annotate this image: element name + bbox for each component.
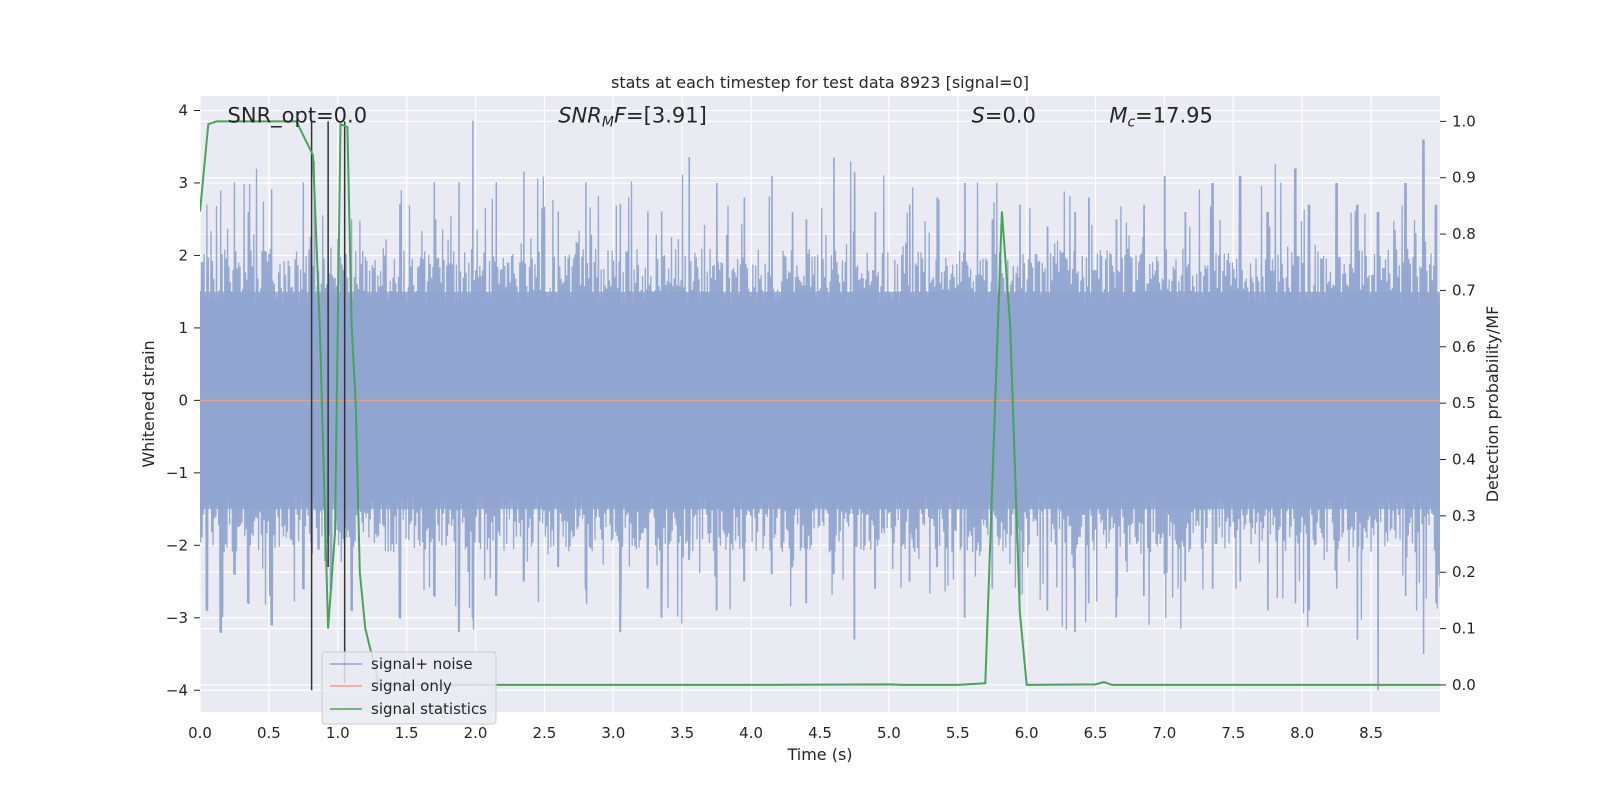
y-left-tick-label: 0 [178,391,188,409]
x-tick-label: 6.0 [1015,724,1039,742]
y-right-axis-label: Detection probability/MF [1483,306,1502,503]
y-left-tick-label: −3 [166,609,188,627]
x-tick-label: 0.0 [188,724,212,742]
legend-box [321,651,497,725]
x-tick-label: 3.0 [601,724,625,742]
y-right-tick-label: 0.1 [1452,620,1476,638]
x-tick-label: 5.0 [877,724,901,742]
legend-label-signal-noise: signal+ noise [371,655,473,673]
x-tick-label: 6.5 [1084,724,1108,742]
x-tick-label: 2.5 [533,724,557,742]
x-tick-label: 1.5 [395,724,419,742]
y-left-tick-label: 1 [178,319,188,337]
y-left-tick-label: 4 [178,101,188,119]
x-tick-label: 7.0 [1153,724,1177,742]
y-left-tick-label: 3 [178,174,188,192]
y-right-tick-label: 0.4 [1452,451,1476,469]
y-left-tick-label: 2 [178,246,188,264]
x-tick-label: 4.5 [808,724,832,742]
y-right-tick-label: 1.0 [1452,112,1476,130]
y-left-tick-label: −1 [166,464,188,482]
annotation-mc-value: Mc=17.95 [1109,104,1213,131]
x-tick-label: 3.5 [670,724,694,742]
x-tick-label: 0.5 [257,724,281,742]
vertical-markers [310,121,346,691]
x-tick-label: 2.0 [464,724,488,742]
y-right-axis-ticks: 0.0 0.1 0.2 0.3 0.4 0.5 0.6 0.7 0.8 0.9 1.0 [1440,112,1476,694]
x-tick-label: 1.0 [326,724,350,742]
y-right-tick-label: 0.5 [1452,394,1476,412]
y-left-tick-label: −4 [166,681,188,699]
x-tick-label: 4.0 [739,724,763,742]
y-right-tick-label: 0.8 [1452,225,1476,243]
y-right-tick-label: 0.9 [1452,169,1476,187]
x-tick-label: 8.5 [1359,724,1383,742]
y-left-tick-label: −2 [166,536,188,554]
annotation-s-value: S=0.0 [972,104,1036,128]
x-tick-label: 5.5 [946,724,970,742]
legend-label-signal-statistics: signal statistics [371,700,487,718]
x-tick-label: 7.5 [1221,724,1245,742]
y-right-tick-label: 0.0 [1452,676,1476,694]
annotation-snr-mf: SNRMF=[3.91] [558,104,707,131]
y-right-tick-label: 0.2 [1452,563,1476,581]
chart-title: stats at each timestep for test data 892… [611,73,1029,92]
annotations: SNR_opt=0.0 SNRMF=[3.91] S=0.0 Mc=17.95 [228,104,1213,131]
x-axis-ticks: 0.0 0.5 1.0 1.5 2.0 2.5 3.0 3.5 4.0 4.5 5.0 5.5 6.0 6… [188,724,1383,742]
legend: signal+ noise signal only signal statist… [321,651,497,725]
legend-label-signal-only: signal only [371,677,452,695]
y-right-tick-label: 0.7 [1452,281,1476,299]
annotation-snr-opt: SNR_opt=0.0 [228,104,368,129]
y-right-tick-label: 0.6 [1452,338,1476,356]
y-left-axis-label: Whitened strain [139,340,158,467]
x-tick-label: 8.0 [1290,724,1314,742]
y-left-axis-ticks: −4 −3 −2 −1 0 1 2 3 4 [166,101,200,699]
y-right-tick-label: 0.3 [1452,507,1476,525]
x-axis-label: Time (s) [786,745,852,764]
